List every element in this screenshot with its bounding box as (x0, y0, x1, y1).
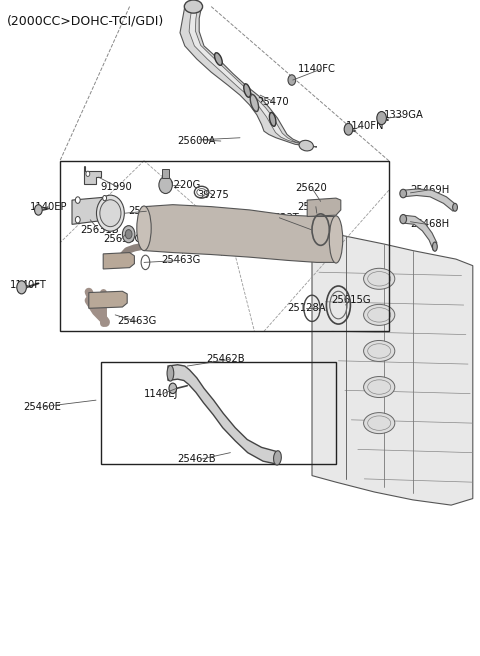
Polygon shape (89, 291, 127, 308)
Ellipse shape (400, 189, 407, 198)
Ellipse shape (167, 365, 174, 381)
Text: 25620: 25620 (295, 183, 327, 194)
Bar (101, 362, 336, 464)
Polygon shape (307, 198, 341, 216)
Text: 25631B: 25631B (81, 224, 119, 235)
Polygon shape (312, 230, 473, 505)
Circle shape (125, 230, 132, 239)
Text: 25462B: 25462B (206, 354, 245, 365)
Ellipse shape (453, 203, 457, 211)
Polygon shape (403, 215, 437, 251)
Ellipse shape (364, 413, 395, 434)
Ellipse shape (184, 0, 203, 13)
Ellipse shape (364, 304, 395, 325)
Text: 25623T: 25623T (262, 213, 300, 223)
Text: 25600A: 25600A (178, 136, 216, 146)
Circle shape (75, 216, 80, 223)
Circle shape (377, 112, 386, 125)
Circle shape (122, 226, 135, 243)
Circle shape (344, 123, 353, 135)
Text: 25463G: 25463G (161, 255, 200, 266)
Text: 25500A: 25500A (129, 206, 167, 216)
Ellipse shape (100, 199, 121, 226)
Polygon shape (72, 197, 109, 224)
Text: 25615A: 25615A (298, 201, 336, 212)
Ellipse shape (250, 94, 259, 112)
Bar (60, 161, 389, 331)
Ellipse shape (364, 377, 395, 398)
Circle shape (17, 281, 26, 294)
Polygon shape (144, 205, 336, 262)
Text: 1140FN: 1140FN (346, 121, 384, 131)
Text: 25462B: 25462B (178, 454, 216, 464)
Text: 1140FC: 1140FC (298, 64, 336, 74)
Circle shape (103, 195, 107, 201)
Text: 1140EJ: 1140EJ (144, 388, 179, 399)
Circle shape (35, 205, 42, 215)
Ellipse shape (432, 242, 437, 251)
Text: 39220G: 39220G (161, 180, 200, 190)
Ellipse shape (159, 176, 172, 194)
Polygon shape (403, 189, 456, 211)
Polygon shape (103, 253, 134, 269)
Text: (2000CC>DOHC-TCI/GDI): (2000CC>DOHC-TCI/GDI) (7, 14, 165, 28)
Ellipse shape (274, 451, 281, 465)
Text: 25468H: 25468H (410, 219, 450, 230)
Ellipse shape (400, 215, 407, 224)
Circle shape (169, 383, 177, 394)
Text: 25460E: 25460E (23, 401, 61, 412)
Text: 25463G: 25463G (118, 316, 157, 327)
Ellipse shape (329, 216, 343, 263)
Text: 25128A: 25128A (287, 303, 325, 314)
Bar (162, 169, 169, 178)
Text: 1140FT: 1140FT (10, 280, 47, 291)
Ellipse shape (244, 84, 251, 97)
Ellipse shape (137, 206, 151, 251)
Text: 1339GA: 1339GA (384, 110, 424, 120)
Ellipse shape (96, 195, 124, 232)
Text: 1140EP: 1140EP (30, 201, 68, 212)
Polygon shape (180, 7, 317, 147)
Polygon shape (189, 7, 311, 145)
Ellipse shape (269, 112, 276, 127)
Polygon shape (84, 171, 101, 184)
Text: 25633C: 25633C (103, 234, 142, 245)
Ellipse shape (299, 140, 313, 151)
Circle shape (288, 75, 296, 85)
Text: 91990: 91990 (101, 182, 132, 192)
Text: 25470: 25470 (257, 96, 288, 107)
Text: 39275: 39275 (197, 190, 228, 201)
Ellipse shape (364, 340, 395, 361)
Polygon shape (168, 365, 278, 464)
Circle shape (86, 171, 90, 176)
Ellipse shape (215, 52, 222, 66)
Ellipse shape (364, 268, 395, 289)
Text: 25469H: 25469H (410, 185, 450, 195)
Circle shape (75, 197, 80, 203)
Text: 25615G: 25615G (331, 295, 371, 305)
